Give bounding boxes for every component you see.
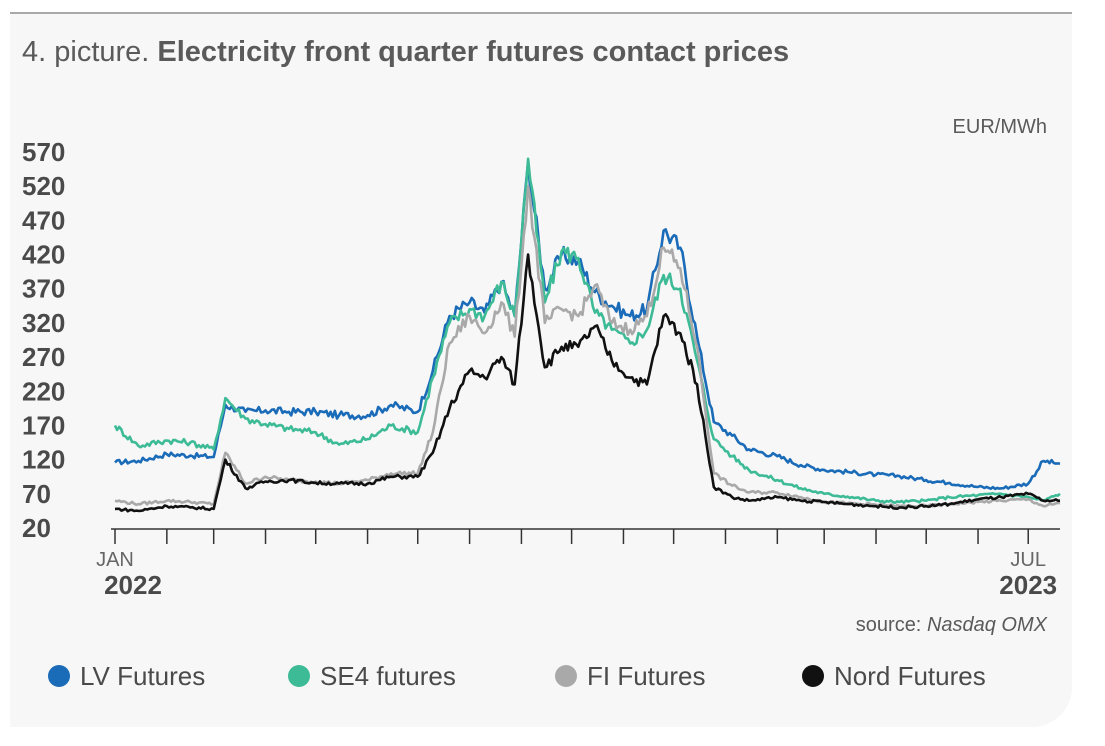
chart-card [10, 14, 1072, 727]
y-tick-label-370: 370 [22, 274, 65, 304]
legend-label-fi: FI Futures [587, 660, 706, 691]
legend-label-se4: SE4 futures [320, 660, 456, 691]
top-rule [10, 12, 1072, 14]
legend-swatch-lv [48, 665, 70, 687]
legend-item-se4: SE4 futures [288, 659, 456, 693]
series-line-lv [114, 161, 1061, 491]
title-prefix: 4. picture. [22, 36, 150, 68]
y-tick-label-220: 220 [22, 376, 65, 406]
y-tick-label-20: 20 [22, 513, 51, 543]
legend: LV Futures SE4 futures FI Futures Nord F… [48, 659, 1048, 693]
y-tick-label-570: 570 [22, 137, 65, 167]
y-tick-label-120: 120 [22, 445, 65, 475]
legend-swatch-nord [802, 665, 824, 687]
title-main: Electricity front quarter futures contac… [157, 36, 790, 68]
y-tick-label-70: 70 [22, 479, 51, 509]
y-tick-label-420: 420 [22, 240, 65, 270]
x-label-year-0: 2022 [104, 570, 162, 600]
y-tick-label-320: 320 [22, 308, 65, 338]
legend-label-lv: LV Futures [80, 660, 206, 691]
legend-item-nord: Nord Futures [802, 659, 986, 693]
unit-label: EUR/MWh [952, 116, 1047, 138]
source-prefix: source: [855, 614, 922, 636]
series-line-fi [114, 184, 1061, 509]
series-line-nord [114, 253, 1060, 513]
chart-title: 4. picture. Electricity front quarter fu… [22, 36, 789, 69]
legend-item-lv: LV Futures [48, 659, 205, 693]
y-tick-label-520: 520 [22, 171, 65, 201]
series-line-se4 [113, 157, 1061, 505]
y-tick-label-270: 270 [22, 342, 65, 372]
y-tick-label-170: 170 [22, 410, 65, 440]
x-label-month-1: JUL [1010, 549, 1046, 571]
legend-item-fi: FI Futures [555, 659, 705, 693]
x-label-year-1: 2023 [999, 570, 1057, 600]
source-name: Nasdaq OMX [926, 614, 1047, 636]
y-tick-label-470: 470 [22, 205, 65, 235]
legend-swatch-se4 [288, 665, 310, 687]
legend-swatch-fi [555, 665, 577, 687]
legend-label-nord: Nord Futures [834, 660, 986, 691]
x-label-month-0: JAN [96, 549, 134, 571]
source-note: source: Nasdaq OMX [856, 614, 1047, 637]
